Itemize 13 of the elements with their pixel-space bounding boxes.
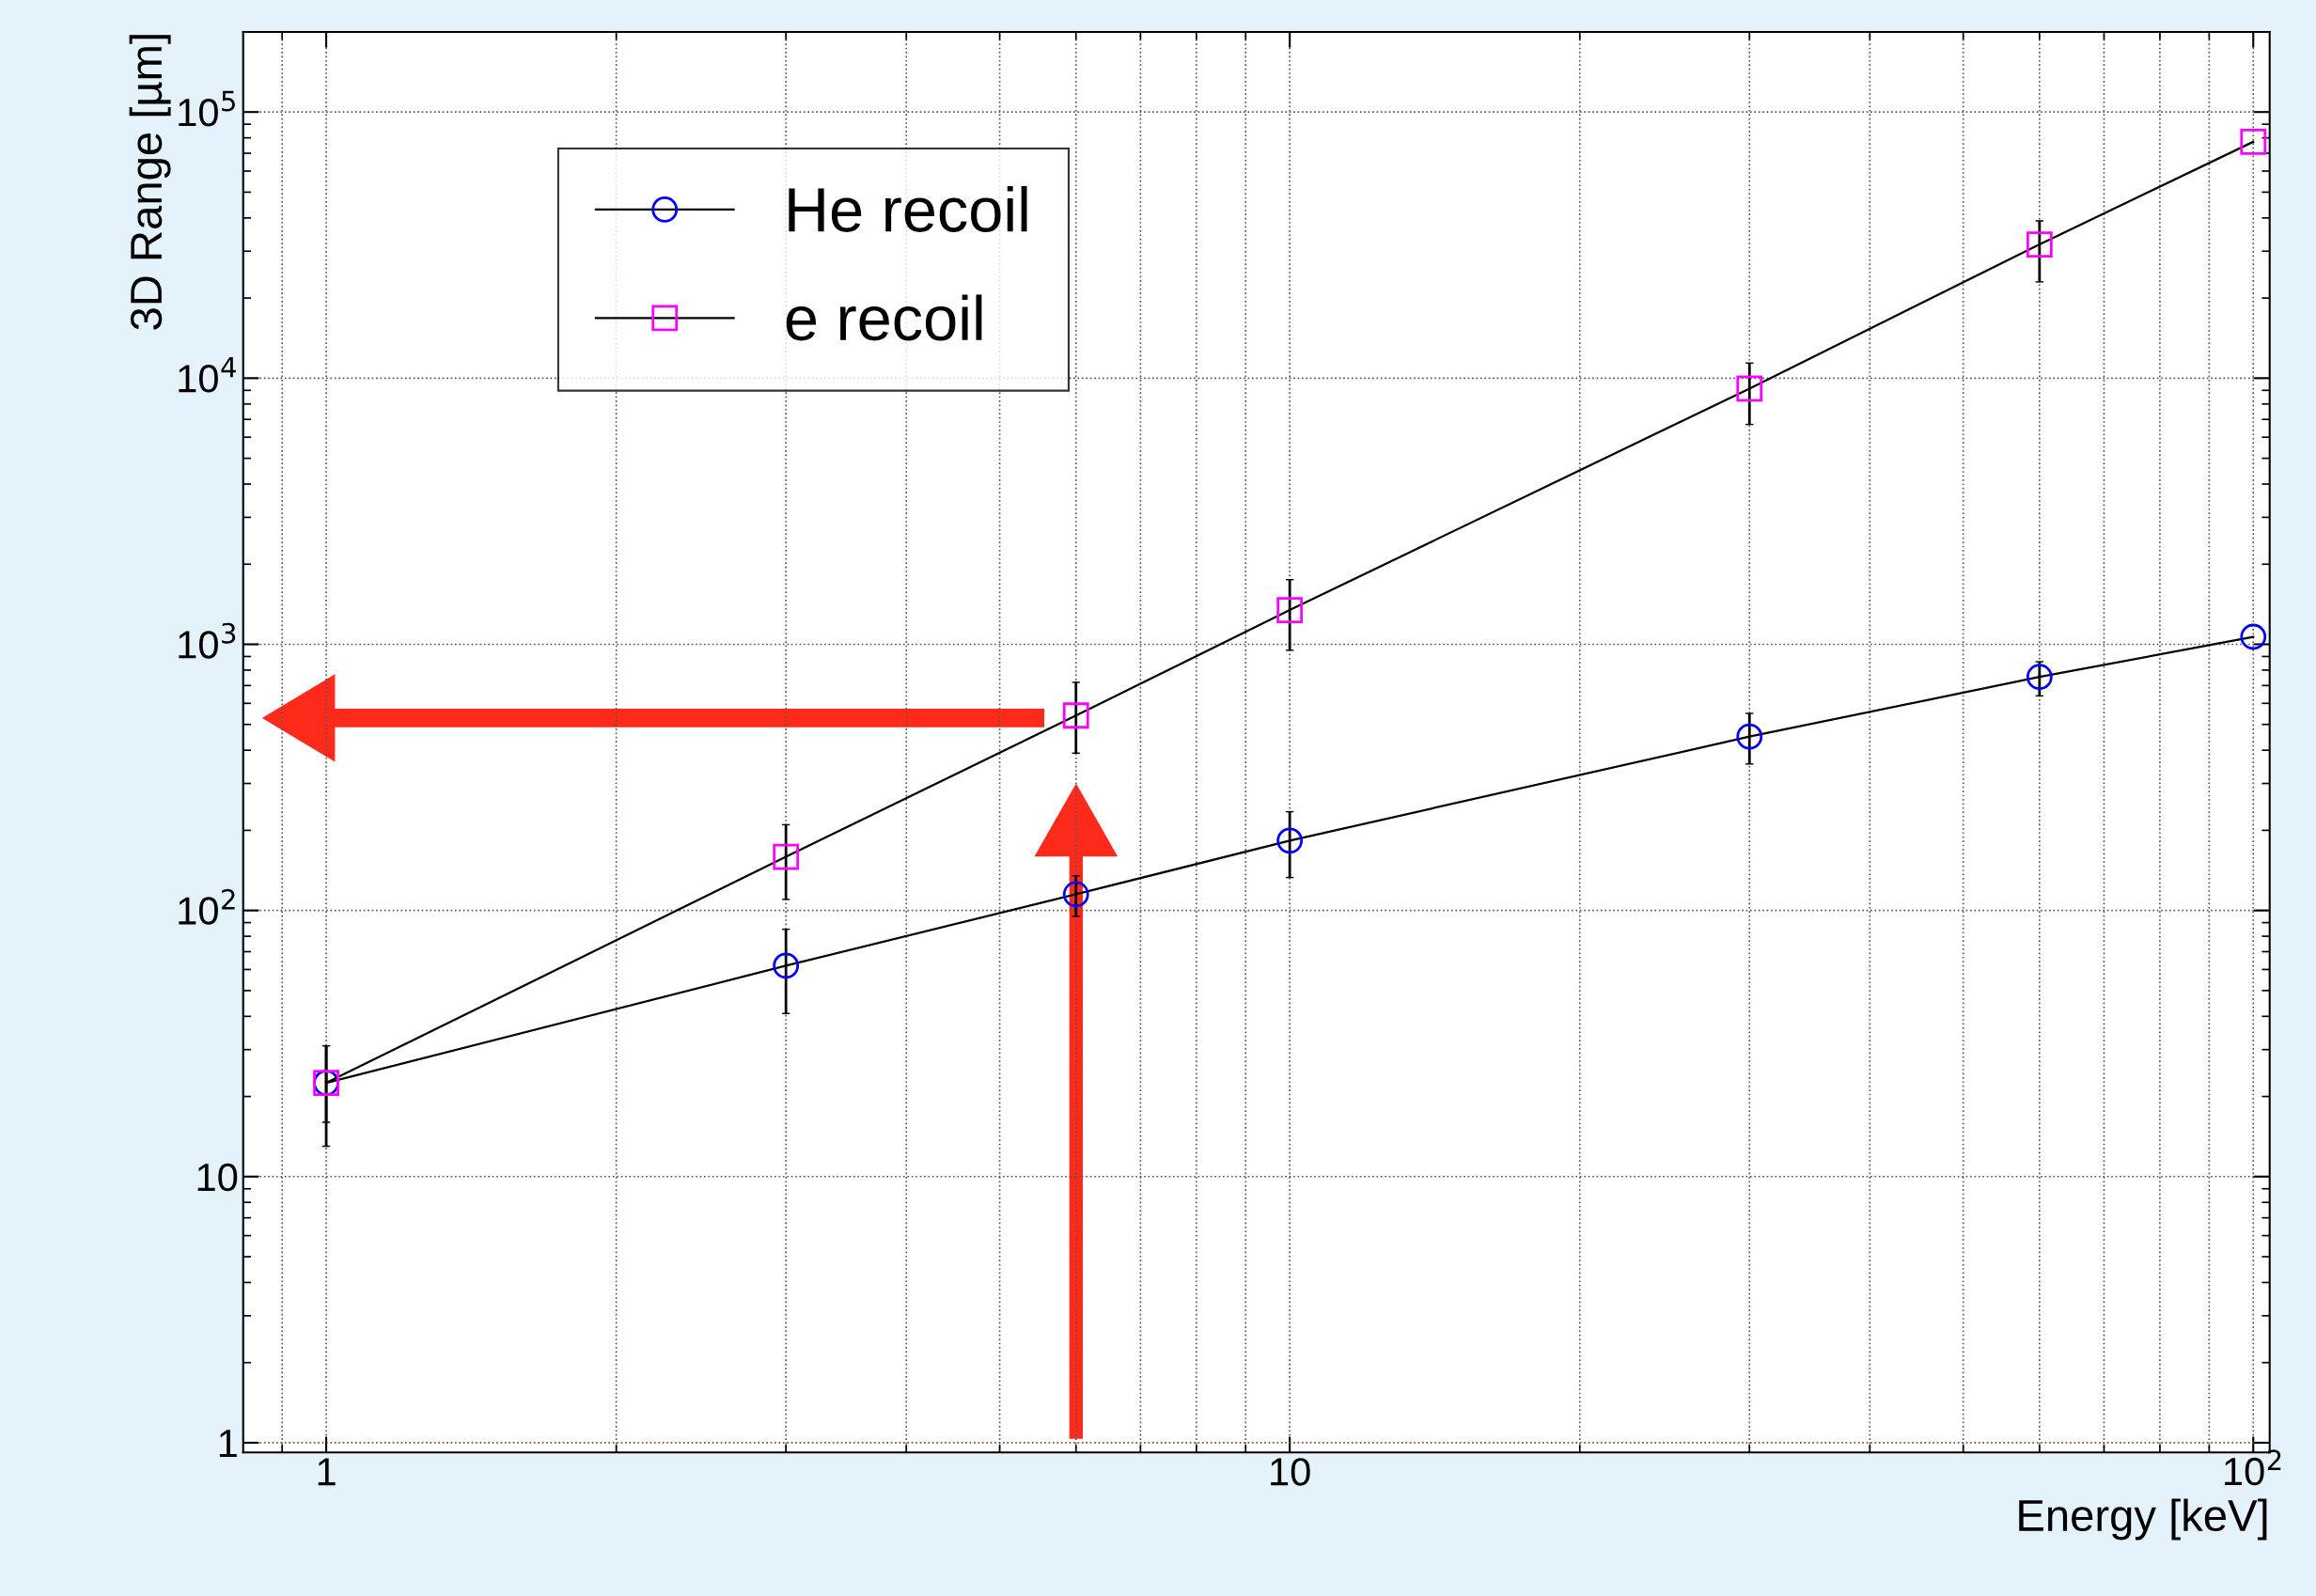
legend-label: e recoil — [786, 294, 982, 341]
x-tick-label: 10$^{2}$ — [2225, 1449, 2281, 1486]
y-axis-title: 3D Range [µm] — [129, 35, 171, 330]
y-tick-label: 10 — [197, 1163, 238, 1192]
x-tick-label: 1 — [318, 1458, 336, 1486]
legend-label: He recoil — [789, 185, 1027, 232]
y-tick-label: 10$^{2}$ — [179, 888, 235, 925]
y-tick-label: 1 — [219, 1430, 237, 1458]
y-tick-label: 10$^{5}$ — [179, 90, 235, 127]
x-axis-title: Energy [keV] — [2019, 1498, 2267, 1541]
y-tick-label: 10$^{4}$ — [179, 356, 236, 393]
y-tick-label: 10$^{3}$ — [179, 622, 236, 659]
x-tick-label: 10 — [1271, 1458, 1310, 1486]
